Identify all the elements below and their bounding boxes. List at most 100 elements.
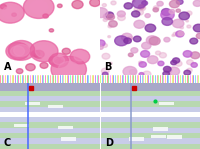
Circle shape — [187, 25, 191, 28]
Bar — [101, 138, 200, 144]
Bar — [48, 105, 63, 108]
Bar — [101, 122, 200, 128]
Circle shape — [34, 50, 44, 58]
Circle shape — [132, 0, 135, 2]
Bar — [0, 144, 100, 149]
Circle shape — [169, 9, 175, 14]
Circle shape — [169, 0, 180, 8]
Circle shape — [134, 8, 138, 11]
Circle shape — [30, 41, 58, 62]
Circle shape — [118, 15, 125, 21]
Bar — [101, 133, 200, 138]
Circle shape — [127, 36, 132, 40]
Circle shape — [193, 0, 200, 6]
Bar — [101, 112, 200, 117]
Bar — [25, 102, 40, 105]
Circle shape — [102, 44, 107, 47]
Circle shape — [176, 9, 180, 12]
Bar — [101, 128, 200, 133]
Circle shape — [62, 48, 70, 54]
Circle shape — [12, 13, 16, 16]
Circle shape — [128, 53, 133, 57]
Circle shape — [180, 26, 183, 29]
Circle shape — [145, 14, 150, 18]
Text: D: D — [105, 138, 113, 148]
Circle shape — [108, 25, 112, 28]
Circle shape — [117, 11, 125, 17]
Circle shape — [30, 0, 48, 14]
Circle shape — [178, 31, 184, 36]
Text: A: A — [4, 62, 12, 72]
Text: C: C — [4, 138, 11, 148]
Circle shape — [191, 52, 200, 59]
Circle shape — [187, 68, 192, 72]
Bar — [129, 137, 144, 141]
Circle shape — [115, 36, 128, 46]
Bar — [0, 96, 100, 101]
Circle shape — [176, 31, 184, 37]
Circle shape — [193, 24, 200, 32]
Bar — [0, 101, 100, 107]
Circle shape — [103, 13, 112, 20]
Circle shape — [96, 40, 105, 46]
Circle shape — [134, 20, 145, 28]
Circle shape — [141, 51, 150, 57]
Circle shape — [136, 10, 143, 15]
Circle shape — [139, 61, 142, 64]
Bar — [0, 133, 100, 138]
Circle shape — [109, 62, 112, 65]
Circle shape — [163, 71, 169, 76]
Circle shape — [158, 61, 164, 66]
Bar — [101, 96, 200, 101]
Circle shape — [153, 6, 159, 10]
Circle shape — [0, 4, 6, 9]
Bar — [151, 135, 166, 138]
Circle shape — [102, 53, 110, 59]
Text: B: B — [104, 62, 111, 72]
Circle shape — [168, 67, 180, 76]
Circle shape — [23, 0, 54, 18]
Bar — [0, 91, 100, 96]
Circle shape — [57, 4, 62, 8]
Circle shape — [49, 56, 61, 65]
Circle shape — [146, 36, 158, 45]
Circle shape — [43, 14, 48, 18]
Bar — [101, 101, 200, 107]
Circle shape — [191, 63, 197, 67]
Bar — [153, 127, 168, 131]
Bar — [101, 107, 200, 112]
Circle shape — [173, 58, 180, 63]
Bar — [167, 135, 182, 139]
Circle shape — [102, 4, 106, 7]
Bar — [58, 126, 73, 129]
Circle shape — [173, 32, 178, 36]
Circle shape — [53, 56, 65, 65]
Circle shape — [176, 0, 183, 4]
Circle shape — [142, 1, 148, 5]
Circle shape — [26, 64, 35, 71]
Bar — [0, 122, 100, 128]
Circle shape — [123, 66, 137, 77]
Bar — [101, 91, 200, 96]
Circle shape — [131, 48, 138, 53]
Circle shape — [2, 6, 19, 19]
Circle shape — [74, 52, 86, 61]
Circle shape — [172, 35, 174, 37]
Circle shape — [184, 70, 191, 75]
Circle shape — [0, 2, 24, 23]
Circle shape — [147, 56, 158, 64]
Circle shape — [163, 66, 171, 72]
Bar — [0, 112, 100, 117]
Circle shape — [164, 37, 170, 42]
Circle shape — [162, 18, 173, 25]
Circle shape — [142, 42, 151, 49]
Bar — [0, 128, 100, 133]
Bar — [0, 138, 100, 144]
Circle shape — [186, 20, 188, 22]
Circle shape — [40, 62, 48, 68]
Circle shape — [183, 51, 192, 57]
Circle shape — [121, 33, 132, 41]
Circle shape — [139, 73, 144, 76]
Circle shape — [107, 14, 114, 20]
Circle shape — [156, 51, 161, 55]
